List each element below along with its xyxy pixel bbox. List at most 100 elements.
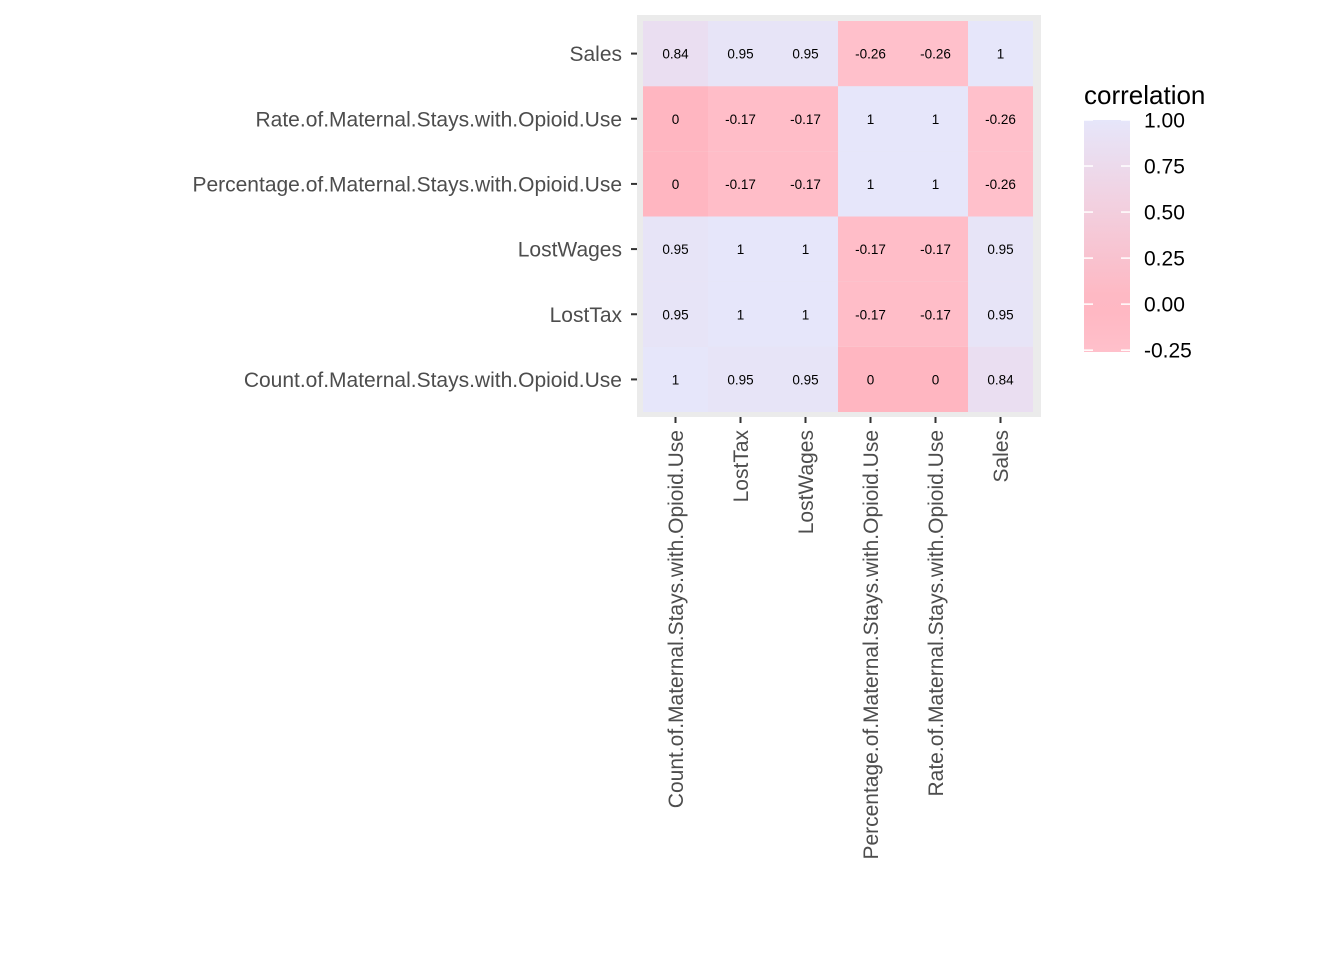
heatmap-cell-label: 0.95 <box>662 242 688 257</box>
heatmap-cell-label: -0.17 <box>920 307 951 322</box>
heatmap-cell <box>968 346 1033 412</box>
heatmap-cell-label: -0.26 <box>920 47 951 62</box>
y-tick-label: LostTax <box>550 304 623 327</box>
heatmap-cell-label: -0.17 <box>790 177 821 192</box>
heatmap-cell <box>968 216 1033 282</box>
heatmap-cell-label: -0.17 <box>725 112 756 127</box>
heatmap-cell-label: -0.26 <box>855 47 886 62</box>
x-tick-label: Count.of.Maternal.Stays.with.Opioid.Use <box>665 430 688 808</box>
heatmap-cell-label: 1 <box>802 307 810 322</box>
heatmap-cell <box>708 21 773 87</box>
heatmap-cell <box>968 21 1033 87</box>
heatmap-cell <box>708 151 773 217</box>
heatmap-cell-label: -0.26 <box>985 112 1016 127</box>
heatmap-cell <box>708 346 773 412</box>
heatmap-cell <box>903 216 968 282</box>
heatmap-cell-label: 1 <box>932 177 940 192</box>
legend-tick-label: 0.00 <box>1144 294 1185 317</box>
heatmap-cell-label: 0.95 <box>792 47 818 62</box>
heatmap-cell-label: 0.95 <box>792 372 818 387</box>
heatmap-cell <box>773 86 838 152</box>
heatmap-cell-label: 1 <box>997 47 1005 62</box>
heatmap-cell <box>903 281 968 347</box>
heatmap-cell <box>968 86 1033 152</box>
heatmap-cell-label: 1 <box>737 242 745 257</box>
heatmap-cell-label: 0.95 <box>727 372 753 387</box>
legend-title: correlation <box>1084 80 1205 110</box>
heatmap-cell <box>968 281 1033 347</box>
legend-tick-label: -0.25 <box>1144 340 1192 363</box>
heatmap-cell-label: 1 <box>867 177 875 192</box>
y-axis: Count.of.Maternal.Stays.with.Opioid.Use L… <box>192 43 637 392</box>
heatmap-cell <box>773 151 838 217</box>
y-tick-label: Count.of.Maternal.Stays.with.Opioid.Use <box>244 369 622 392</box>
heatmap-cell <box>643 21 708 87</box>
heatmap-cell-label: 1 <box>737 307 745 322</box>
heatmap-cell <box>903 21 968 87</box>
y-tick-label: Rate.of.Maternal.Stays.with.Opioid.Use <box>256 108 623 131</box>
heatmap-cell <box>968 151 1033 217</box>
heatmap-cell <box>903 346 968 412</box>
heatmap-cell <box>838 151 903 217</box>
heatmap-cell <box>643 86 708 152</box>
heatmap-cell <box>708 216 773 282</box>
heatmap-cell-label: 0.84 <box>662 47 689 62</box>
heatmap-cell <box>838 346 903 412</box>
heatmap-cell-labels: 1 0.95 0.95 0 0 0.84 0.95 1 1 -0.17 -0.17 0.95 0.95 1… <box>662 47 1016 388</box>
heatmap-cell <box>643 281 708 347</box>
heatmap-cell <box>773 21 838 87</box>
heatmap-cell-label: 0 <box>672 177 680 192</box>
heatmap-cell-label: -0.17 <box>920 242 951 257</box>
x-axis: Count.of.Maternal.Stays.with.Opioid.Use L… <box>665 417 1013 860</box>
heatmap-cell <box>643 151 708 217</box>
heatmap-cell-label: 0.95 <box>727 47 753 62</box>
legend-tick-label: 0.50 <box>1144 202 1185 225</box>
heatmap-cell-label: 0.95 <box>987 242 1013 257</box>
heatmap-cell-label: 1 <box>672 372 680 387</box>
y-tick-label: Percentage.of.Maternal.Stays.with.Opioid… <box>192 173 622 196</box>
heatmap-cell-label: -0.17 <box>855 242 886 257</box>
heatmap-cell <box>838 216 903 282</box>
x-tick-label: LostWages <box>795 430 818 534</box>
heatmap-cell-label: 0 <box>932 372 940 387</box>
legend-tick-label: 0.25 <box>1144 248 1185 271</box>
heatmap-cell-label: -0.26 <box>985 177 1016 192</box>
heatmap-cell <box>773 281 838 347</box>
heatmap-cell <box>838 21 903 87</box>
x-tick-label: Percentage.of.Maternal.Stays.with.Opioid… <box>860 430 883 860</box>
heatmap-cell-label: 0.84 <box>987 372 1014 387</box>
heatmap-cell-label: 0 <box>867 372 875 387</box>
heatmap-cell-label: -0.17 <box>855 307 886 322</box>
heatmap-cell-label: 0.95 <box>987 307 1013 322</box>
legend-tick-label: 1.00 <box>1144 110 1185 133</box>
heatmap-cell-label: 1 <box>802 242 810 257</box>
heatmap-cell <box>903 151 968 217</box>
heatmap-cell <box>838 281 903 347</box>
x-tick-label: Sales <box>990 430 1013 483</box>
heatmap-cell <box>903 86 968 152</box>
legend: correlation 1.00 0.75 0.50 0.25 0.00 -0.25 <box>1084 80 1205 363</box>
heatmap-cell-label: -0.17 <box>790 112 821 127</box>
heatmap-cell <box>708 281 773 347</box>
heatmap-cell <box>643 346 708 412</box>
heatmap-cell-label: 0.95 <box>662 307 688 322</box>
y-tick-label: LostWages <box>518 239 622 262</box>
heatmap-cell-label: 0 <box>672 112 680 127</box>
x-tick-label: Rate.of.Maternal.Stays.with.Opioid.Use <box>925 430 948 797</box>
legend-colorbar <box>1084 120 1130 352</box>
heatmap-cell <box>773 216 838 282</box>
heatmap-cell <box>773 346 838 412</box>
legend-tick-label: 0.75 <box>1144 156 1185 179</box>
x-tick-label: LostTax <box>730 430 753 503</box>
heatmap-cell-label: -0.17 <box>725 177 756 192</box>
heatmap-cell <box>708 86 773 152</box>
heatmap-cell <box>643 216 708 282</box>
legend-ticks: 1.00 0.75 0.50 0.25 0.00 -0.25 <box>1084 110 1192 363</box>
y-tick-label: Sales <box>569 43 622 66</box>
heatmap-cells <box>643 21 1033 412</box>
heatmap-cell-label: 1 <box>932 112 940 127</box>
heatmap-cell <box>838 86 903 152</box>
heatmap-cell-label: 1 <box>867 112 875 127</box>
